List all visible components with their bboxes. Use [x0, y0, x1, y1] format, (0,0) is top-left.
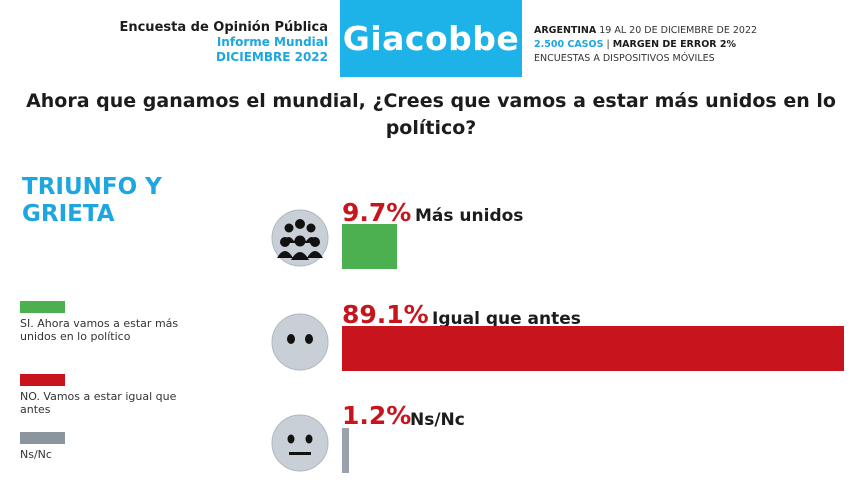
legend-item-nsnc: Ns/Nc [20, 432, 180, 461]
crowd-icon [271, 209, 329, 267]
margin-of-error: MARGEN DE ERROR 2% [612, 39, 737, 50]
header-right: ARGENTINA 19 AL 20 DE DICIEMBRE DE 2022 … [534, 24, 757, 66]
value-label-igual: 89.1% [342, 300, 429, 329]
neutral-face-icon [271, 313, 329, 371]
fieldwork-dates: 19 AL 20 DE DICIEMBRE DE 2022 [599, 25, 758, 36]
legend-label-si: SI. Ahora vamos a estar más unidos en lo… [20, 317, 179, 343]
report-name: Informe Mundial [216, 35, 328, 49]
sample-line: 2.500 CASOS | MARGEN DE ERROR 2% [534, 38, 757, 52]
header-left: Encuesta de Opinión Pública Informe Mund… [119, 20, 328, 65]
value-label-mas-unidos: 9.7% [342, 198, 412, 227]
legend-swatch-nsnc [20, 432, 65, 444]
bar-ns-nc [342, 428, 349, 473]
fieldwork-line: ARGENTINA 19 AL 20 DE DICIEMBRE DE 2022 [534, 24, 757, 38]
value-label-nsnc: 1.2% [342, 401, 412, 430]
bar-igual-que-antes [342, 326, 844, 371]
section-title-line1: TRIUNFO Y [22, 174, 162, 200]
separator: | [606, 39, 610, 50]
cases: 2.500 CASOS [534, 39, 604, 50]
brand-logo: Giacobbe [340, 0, 522, 77]
section-title-line2: GRIETA [22, 201, 115, 227]
category-label-nsnc: Ns/Nc [410, 410, 465, 430]
legend-item-no: NO. Vamos a estar igual que antes [20, 374, 180, 416]
bar-mas-unidos [342, 224, 397, 269]
country: ARGENTINA [534, 25, 597, 36]
survey-title: Encuesta de Opinión Pública [119, 20, 328, 35]
legend-swatch-no [20, 374, 65, 386]
method: ENCUESTAS A DISPOSITIVOS MÓVILES [534, 53, 715, 64]
category-label-mas-unidos: Más unidos [415, 206, 524, 226]
question-title: Ahora que ganamos el mundial, ¿Crees que… [26, 90, 836, 139]
legend-item-si: SI. Ahora vamos a estar más unidos en lo… [20, 301, 180, 343]
undecided-face-icon [271, 414, 329, 472]
legend-swatch-si [20, 301, 65, 313]
category-label-igual: Igual que antes [432, 309, 581, 329]
section-title: TRIUNFO Y GRIETA [22, 174, 162, 228]
report-date: DICIEMBRE 2022 [216, 50, 328, 64]
legend-label-no: NO. Vamos a estar igual que antes [20, 390, 177, 416]
legend-label-nsnc: Ns/Nc [20, 448, 52, 461]
